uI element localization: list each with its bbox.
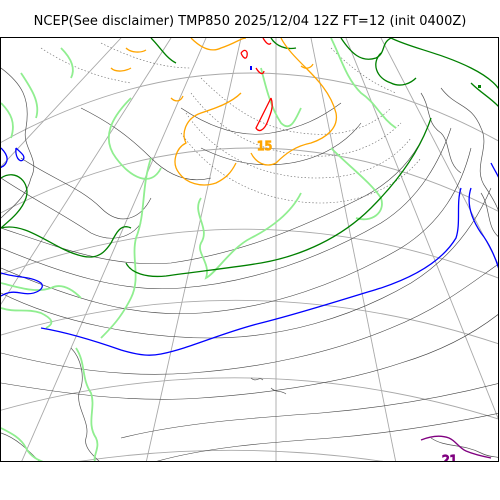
latitude-line xyxy=(1,299,498,345)
meridian-line xyxy=(21,38,207,461)
meridian-line xyxy=(345,38,498,420)
orange-contours: 15 xyxy=(110,38,338,186)
meridian-line xyxy=(310,38,397,461)
red-contours xyxy=(240,38,273,132)
graticule xyxy=(1,38,498,461)
marker xyxy=(250,66,252,70)
page-title: NCEP(See disclaimer) TMP850 2025/12/04 1… xyxy=(33,14,467,29)
dotted-isotherms xyxy=(40,42,422,204)
marker xyxy=(478,85,481,88)
latitude-line xyxy=(1,72,498,143)
meridian-line xyxy=(145,38,242,461)
meridian-line xyxy=(1,38,122,168)
small-features xyxy=(250,66,481,88)
contour-label-15: 15 xyxy=(257,139,272,153)
latitude-line xyxy=(78,449,384,461)
isotherm-lines xyxy=(1,102,498,461)
purple-contours: 21 xyxy=(420,435,492,462)
map-frame: 15 21 xyxy=(0,37,499,462)
meridian-line xyxy=(380,38,498,265)
contour-label-21: 21 xyxy=(442,453,457,462)
green-contours xyxy=(1,38,498,278)
light-green-contours xyxy=(1,38,397,461)
blue-contours xyxy=(1,147,498,356)
latitude-line xyxy=(1,147,498,214)
temperature-map: 15 21 xyxy=(1,38,498,462)
coastline xyxy=(1,67,498,461)
latitude-line xyxy=(1,377,498,420)
meridian-line xyxy=(1,38,172,305)
